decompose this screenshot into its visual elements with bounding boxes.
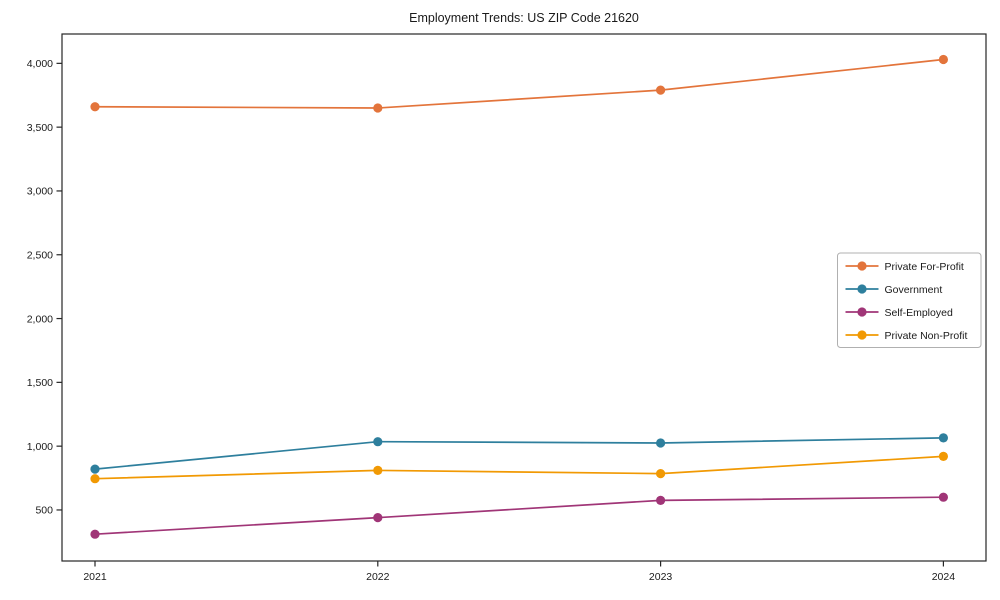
legend-label: Private Non-Profit (885, 330, 968, 342)
chart-title: Employment Trends: US ZIP Code 21620 (409, 11, 639, 25)
legend-swatch-marker (857, 307, 867, 317)
legend-box (837, 252, 982, 348)
data-point (938, 433, 949, 443)
series-line-private-non-profit (94, 455, 944, 480)
x-tick-label: 2023 (649, 571, 673, 583)
x-tick-label: 2024 (932, 571, 956, 583)
series-line-self-employed (94, 496, 944, 536)
series-line-private-for-profit (94, 58, 944, 109)
legend-label: Self-Employed (885, 307, 953, 319)
y-tick-label: 500 (35, 505, 53, 517)
legend-swatch-marker (857, 330, 867, 340)
x-tick-label: 2021 (83, 571, 107, 583)
series-line-government (94, 437, 944, 470)
data-point (90, 529, 100, 539)
data-point (656, 438, 666, 448)
y-tick-label: 4,000 (27, 58, 53, 70)
data-point (656, 468, 666, 479)
data-point (373, 103, 383, 113)
y-tick-label: 2,500 (27, 249, 53, 261)
data-point (373, 437, 383, 447)
data-point (656, 85, 666, 95)
x-tick-label: 2022 (366, 571, 390, 583)
data-point (656, 495, 666, 505)
y-tick-label: 1,500 (27, 377, 53, 389)
legend-swatch-marker (857, 261, 867, 271)
data-point (373, 513, 383, 523)
data-point (938, 492, 949, 502)
legend-swatch-marker (857, 284, 867, 294)
data-point (373, 465, 383, 476)
data-point (90, 102, 100, 112)
data-point (938, 54, 949, 65)
legend-label: Government (885, 284, 943, 296)
y-tick-label: 1,000 (27, 441, 53, 453)
y-tick-label: 3,500 (27, 122, 53, 134)
axes-box (61, 33, 987, 562)
legend-label: Private For-Profit (885, 261, 964, 273)
y-tick-label: 3,000 (27, 186, 53, 198)
data-point (90, 474, 100, 484)
y-tick-label: 2,000 (27, 313, 53, 325)
data-point (90, 464, 100, 474)
data-point (938, 451, 949, 461)
